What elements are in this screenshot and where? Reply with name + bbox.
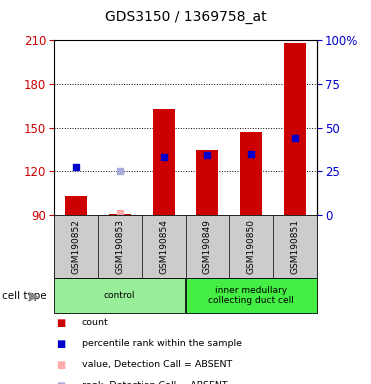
Bar [152, 109, 174, 215]
Bar [240, 132, 262, 215]
Bar [197, 149, 219, 215]
Bar [109, 214, 131, 215]
Text: GSM190849: GSM190849 [203, 219, 212, 274]
Bar [65, 196, 87, 215]
Text: percentile rank within the sample: percentile rank within the sample [82, 339, 242, 348]
Text: GDS3150 / 1369758_at: GDS3150 / 1369758_at [105, 10, 266, 24]
Text: ■: ■ [57, 339, 66, 349]
Text: GSM190853: GSM190853 [115, 219, 124, 274]
Text: control: control [104, 291, 135, 300]
Text: ▶: ▶ [29, 289, 38, 302]
Text: GSM190852: GSM190852 [71, 219, 80, 274]
Text: count: count [82, 318, 108, 327]
Text: cell type: cell type [2, 291, 46, 301]
Text: GSM190850: GSM190850 [247, 219, 256, 274]
Bar [284, 43, 306, 215]
Text: GSM190851: GSM190851 [291, 219, 300, 274]
Text: rank, Detection Call = ABSENT: rank, Detection Call = ABSENT [82, 381, 227, 384]
Text: GSM190854: GSM190854 [159, 219, 168, 274]
Text: value, Detection Call = ABSENT: value, Detection Call = ABSENT [82, 360, 232, 369]
Text: ■: ■ [57, 360, 66, 370]
Text: ■: ■ [57, 318, 66, 328]
Text: ■: ■ [57, 381, 66, 384]
Text: inner medullary
collecting duct cell: inner medullary collecting duct cell [209, 286, 294, 305]
